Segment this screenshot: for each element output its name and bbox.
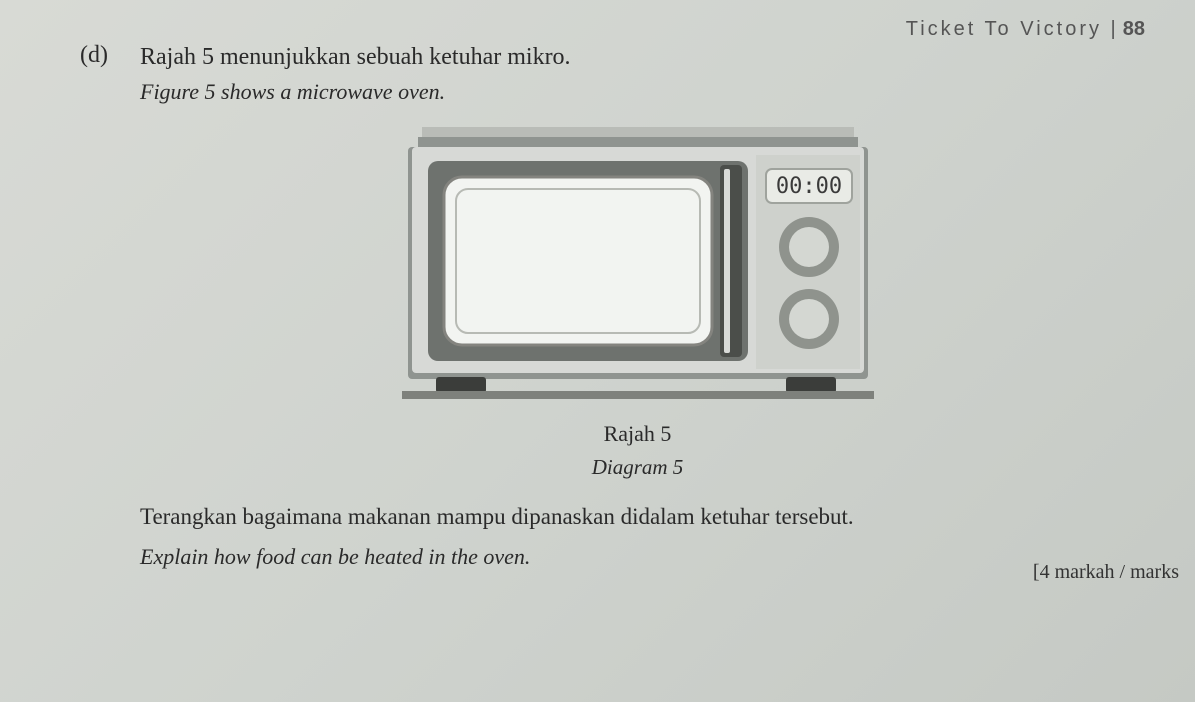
microwave-display-text: 00:00 [775,174,841,199]
microwave-knob-2-inner [789,299,829,339]
question-body: Rajah 5 menunjukkan sebuah ketuhar mikro… [140,20,1135,570]
microwave-handle [720,165,742,357]
page-separator: | [1111,18,1119,40]
book-header: Ticket To Victory |88 [906,18,1145,41]
microwave-knob-1-inner [789,227,829,267]
microwave-top-shadow [418,137,858,147]
microwave-handle-highlight [724,169,730,353]
caption-malay: Rajah 5 [140,421,1135,447]
marks-text: [4 markah / marks [1033,561,1179,583]
marks-label: [4 markah / marks [1033,561,1179,584]
page-container: Ticket To Victory |88 (d) Rajah 5 menunj… [0,0,1195,590]
figure-caption: Rajah 5 Diagram 5 [140,421,1135,480]
book-title: Ticket To Victory [906,18,1102,40]
question-label: (d) [80,42,108,69]
page-number: 88 [1123,18,1145,40]
caption-english: Diagram 5 [140,455,1135,480]
prompt-english: Figure 5 shows a microwave oven. [140,79,1135,105]
explain-malay: Terangkan bagaimana makanan mampu dipana… [140,504,1135,530]
microwave-door-glass [444,177,712,345]
microwave-diagram: 00:00 [388,119,888,409]
microwave-foot-right [786,377,836,393]
figure-wrap: 00:00 [140,119,1135,409]
microwave-floor-shadow [402,391,874,399]
explain-english: Explain how food can be heated in the ov… [140,544,1135,570]
prompt-malay: Rajah 5 menunjukkan sebuah ketuhar mikro… [140,44,1135,71]
microwave-foot-left [436,377,486,393]
